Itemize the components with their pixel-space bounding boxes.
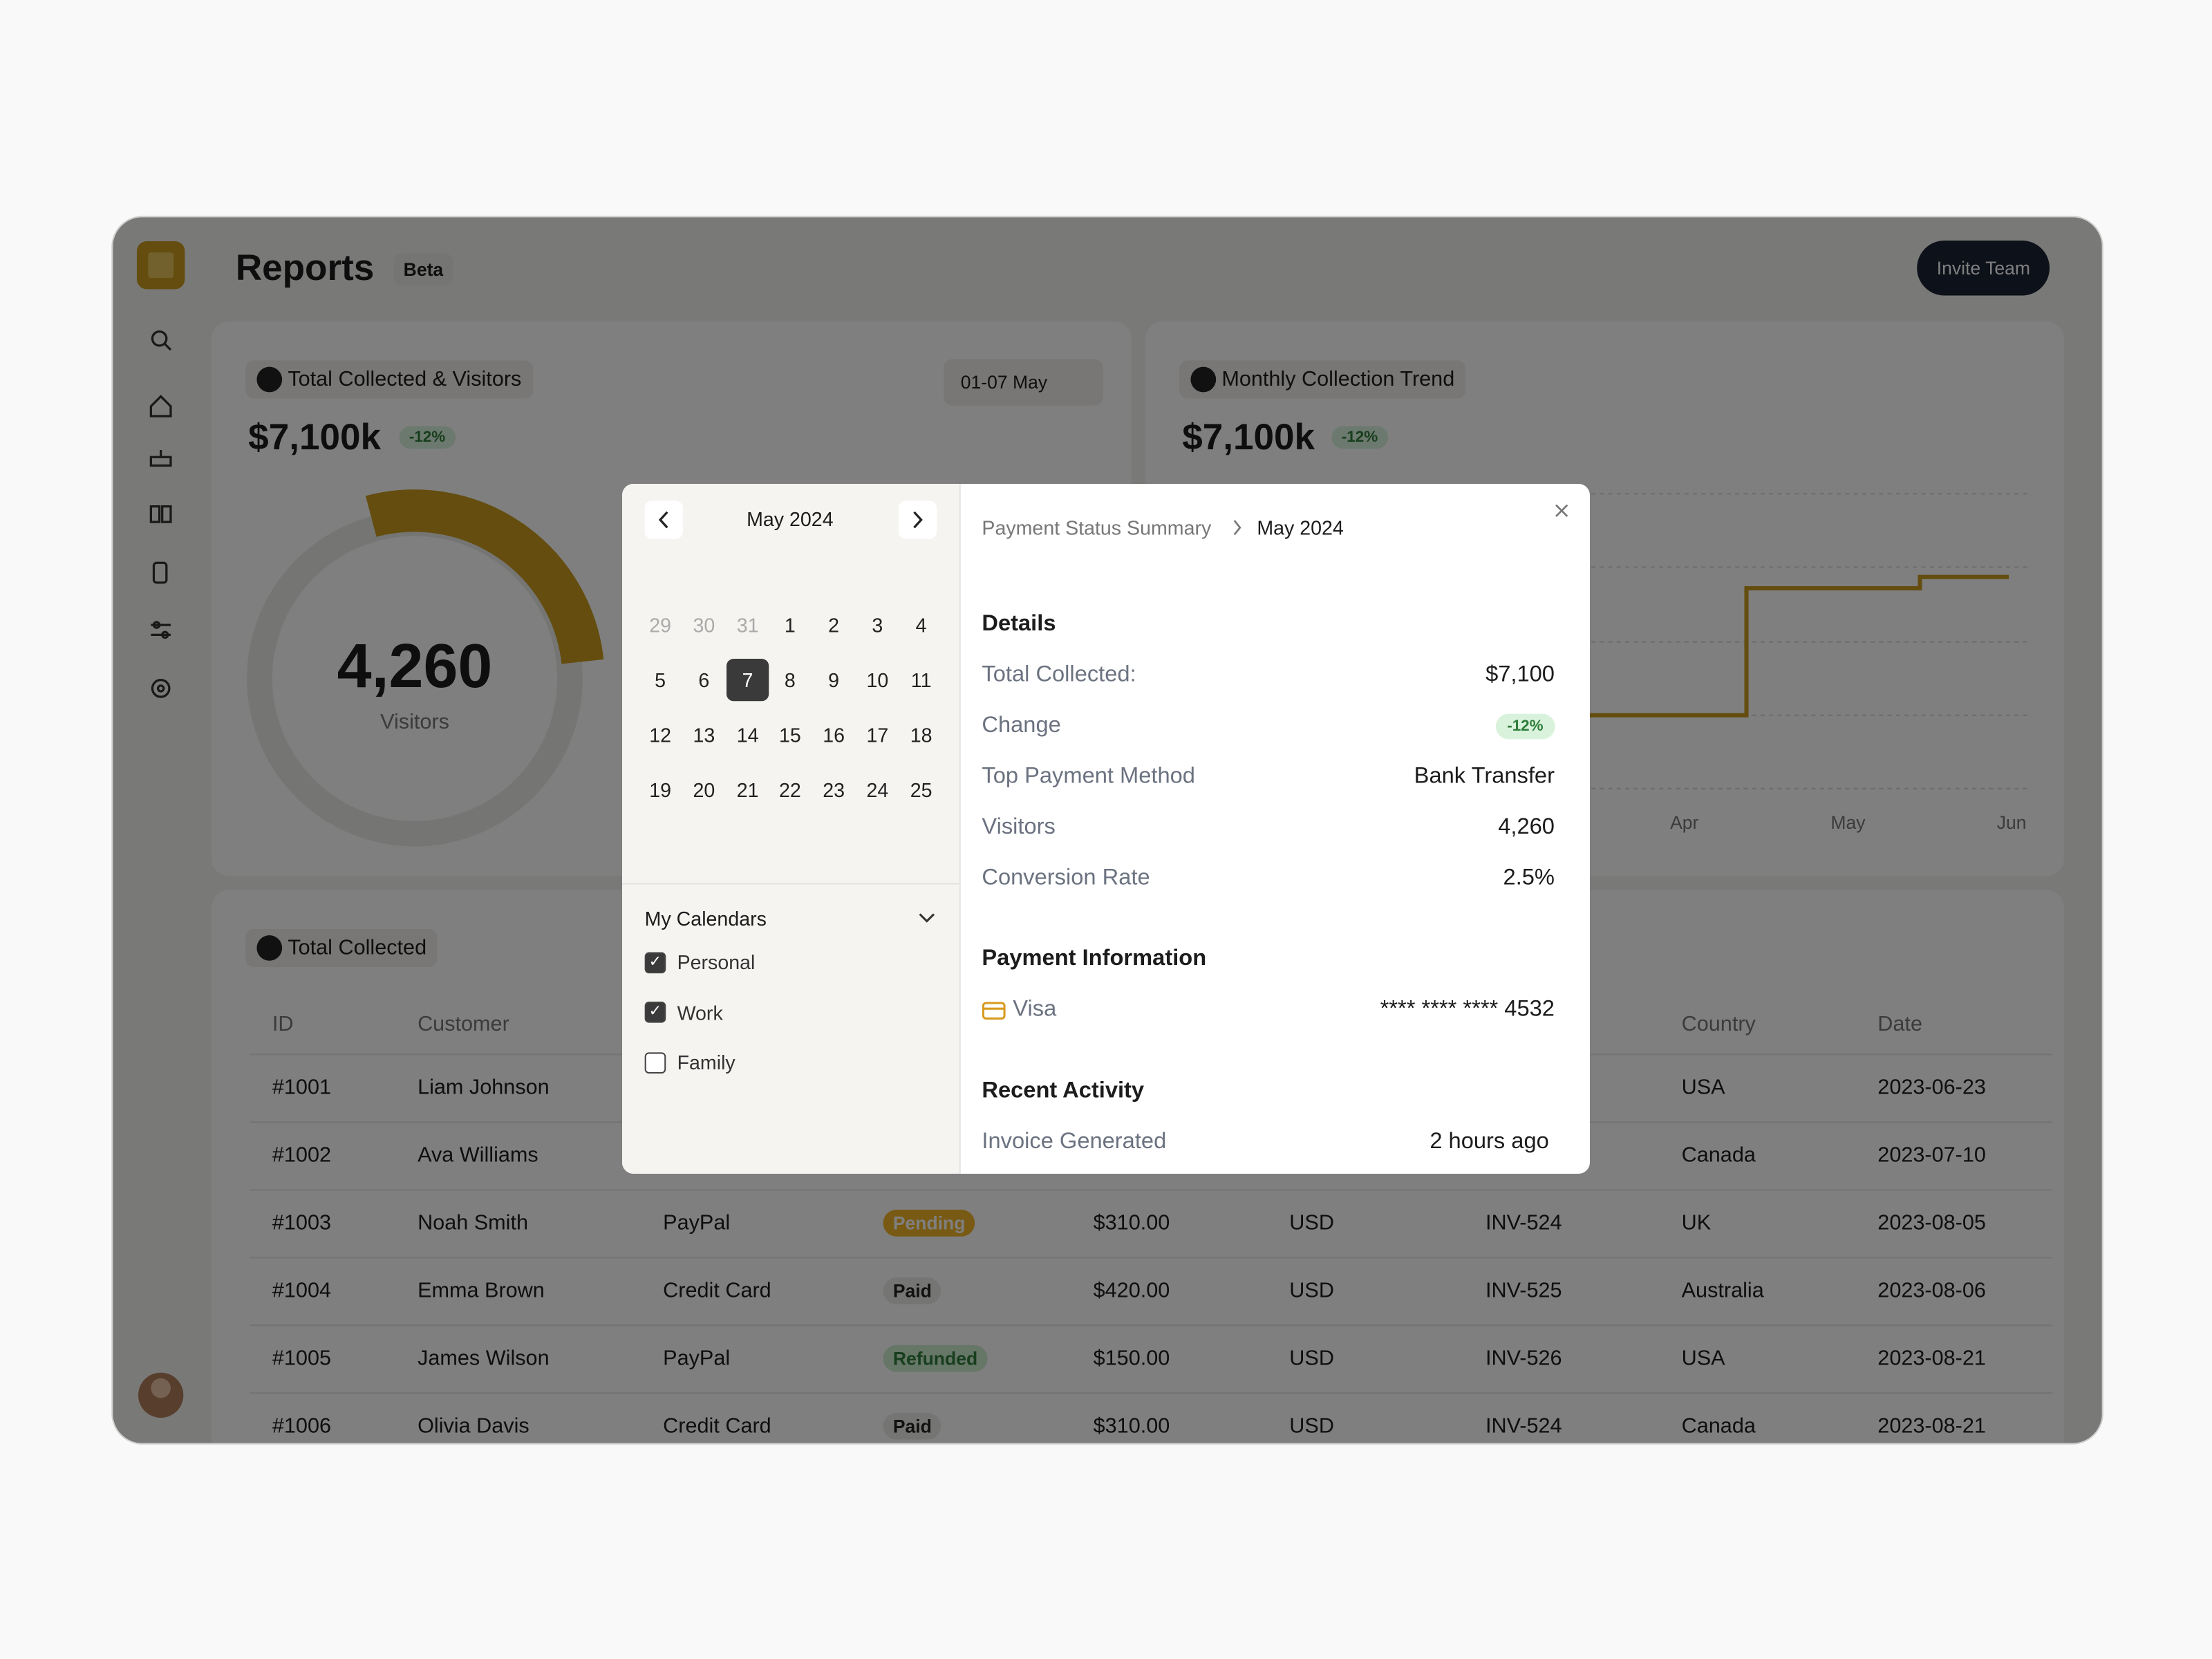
checkbox[interactable]: ✓ <box>644 951 666 973</box>
calendar-day[interactable]: 31 <box>736 613 759 637</box>
calendar-day[interactable]: 1 <box>784 613 796 637</box>
detail-value: $7,100 <box>1485 663 1555 687</box>
calendar-day[interactable]: 11 <box>910 668 932 691</box>
calendar-day[interactable]: 5 <box>655 668 666 691</box>
calendar-day[interactable]: 14 <box>736 723 759 747</box>
calendar-item: Personal <box>677 950 756 974</box>
calendar-day[interactable]: 4 <box>915 613 927 637</box>
calendar-day[interactable]: 12 <box>649 723 671 747</box>
change-badge: -12% <box>1495 713 1555 740</box>
breadcrumb-sep <box>1233 520 1241 536</box>
detail-value: 4,260 <box>1498 815 1555 840</box>
calendar-section: My Calendars <box>644 907 767 930</box>
calendar-item: Work <box>677 1000 723 1024</box>
modal: May 2024 29 30 31 1 2 3 4 5 6 7 8 9 10 11 12 13 14 15 16 17 1… <box>621 483 1590 1174</box>
prev-icon <box>658 511 668 529</box>
checkbox[interactable]: ✓ <box>644 1001 666 1023</box>
breadcrumb: Payment Status Summary <box>982 516 1212 539</box>
selected-day <box>727 659 769 702</box>
detail-label: Visitors <box>982 815 1056 840</box>
calendar-day[interactable]: 13 <box>693 723 715 747</box>
detail-value: Bank Transfer <box>1414 765 1555 789</box>
calendar-item: Family <box>677 1051 735 1074</box>
calendar-day[interactable]: 18 <box>910 723 932 747</box>
next-icon <box>913 511 923 529</box>
app-window: ReportsBetaInvite TeamTotal Collected & … <box>111 216 2103 1445</box>
divider <box>621 883 959 885</box>
section-title: Details <box>982 612 1056 637</box>
card-icon <box>982 1002 1006 1020</box>
calendar-day[interactable]: 17 <box>866 723 889 747</box>
next-button[interactable] <box>898 500 937 539</box>
calendar-day[interactable]: 30 <box>693 613 715 637</box>
calendar-day[interactable]: 16 <box>823 723 845 747</box>
calendar-day[interactable]: 10 <box>866 668 889 691</box>
section-title: Recent Activity <box>982 1079 1145 1103</box>
detail-label: Change <box>982 713 1061 738</box>
modal-icons <box>644 500 1568 1020</box>
activity-time: 2 hours ago <box>1430 1130 1549 1154</box>
card-brand: Visa <box>1013 997 1057 1022</box>
calendar-day[interactable]: 22 <box>778 778 801 802</box>
breadcrumb-current: May 2024 <box>1257 516 1344 539</box>
calendar-day[interactable]: 6 <box>698 668 710 691</box>
activity-label: Invoice Generated <box>982 1130 1167 1154</box>
detail-label: Conversion Rate <box>982 866 1150 890</box>
calendar-day[interactable]: 29 <box>649 613 671 637</box>
checkbox[interactable] <box>644 1051 666 1074</box>
calendar-day[interactable]: 9 <box>828 668 840 691</box>
close-icon[interactable] <box>1555 504 1568 517</box>
calendar-day[interactable]: 3 <box>872 613 883 637</box>
calendar-day[interactable]: 25 <box>910 778 932 802</box>
section-title: Payment Information <box>982 946 1207 971</box>
calendar-day[interactable]: 2 <box>828 613 840 637</box>
calendar-day[interactable]: 21 <box>736 778 759 802</box>
detail-value: 2.5% <box>1503 866 1555 890</box>
calendar-day[interactable]: 8 <box>784 668 796 691</box>
calendar-day[interactable]: 7 <box>742 668 753 691</box>
calendar-day[interactable]: 19 <box>649 778 671 802</box>
calendar-day[interactable]: 23 <box>823 778 845 802</box>
collapse-icon[interactable] <box>919 913 935 923</box>
calendar-panel <box>621 483 961 1174</box>
calendar-month: May 2024 <box>747 507 834 531</box>
calendar-day[interactable]: 24 <box>866 778 889 802</box>
detail-label: Top Payment Method <box>982 765 1195 789</box>
card-number: **** **** **** 4532 <box>1380 997 1555 1022</box>
prev-button[interactable] <box>644 500 683 539</box>
calendar-day[interactable]: 20 <box>693 778 715 802</box>
detail-label: Total Collected: <box>982 663 1136 687</box>
calendar-day[interactable]: 15 <box>778 723 801 747</box>
